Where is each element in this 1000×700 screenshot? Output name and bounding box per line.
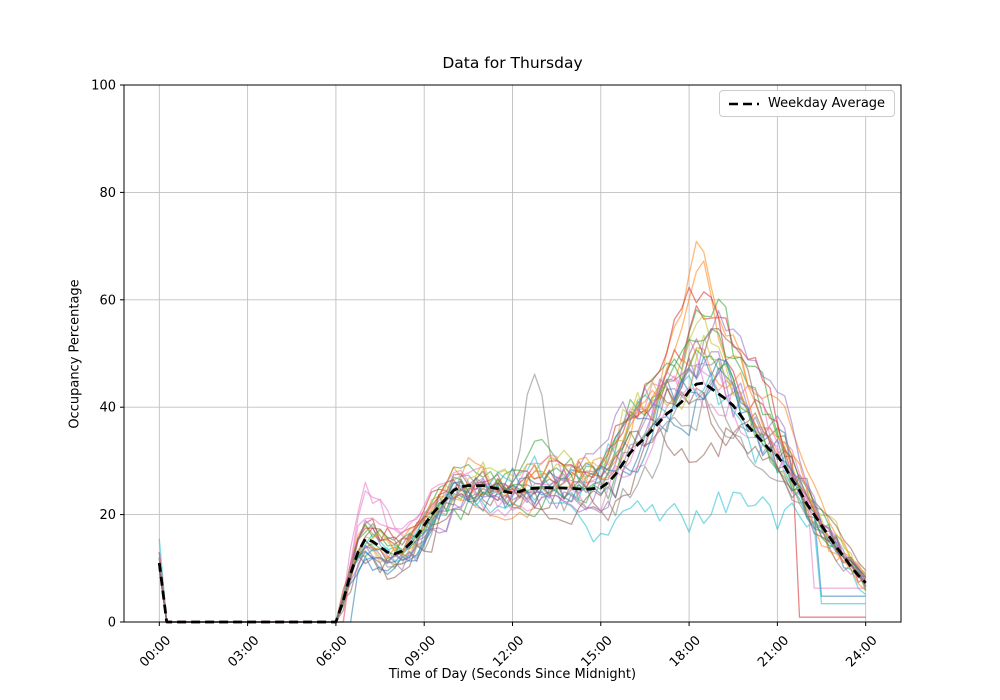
y-tick-label: 0 [108,616,116,631]
x-tick-label: 03:00 [225,633,262,670]
day-series-line [158,328,867,623]
day-series-line [158,483,867,623]
x-tick-label: 21:00 [755,633,792,670]
x-tick-label: 06:00 [314,633,351,670]
x-tick-label: 18:00 [667,633,704,670]
day-series-line [158,309,867,623]
x-tick-label: 00:00 [137,633,174,670]
y-tick-label: 100 [91,79,116,94]
x-tick-label: 15:00 [579,633,616,670]
day-series-line [158,371,867,623]
day-series-line [158,349,867,623]
day-series-line [158,260,867,623]
y-tick-label: 80 [99,186,116,201]
chart-title: Data for Thursday [442,54,583,72]
day-series-line [158,364,866,623]
x-axis-label: Time of Day (Seconds Since Midnight) [388,667,637,682]
y-tick-label: 20 [99,508,116,523]
day-series-line [158,338,867,623]
legend: Weekday Average [719,90,895,117]
y-tick-label: 60 [99,293,116,308]
weekday-average-line [157,381,867,624]
x-tick-label: 12:00 [490,633,527,670]
day-series-line [158,371,866,623]
y-tick-label: 40 [99,401,116,416]
day-series-line [158,387,867,623]
legend-label: Weekday Average [768,96,886,111]
x-tick-label: 24:00 [843,633,880,670]
x-tick-label: 09:00 [402,633,439,670]
legend-dashed-line-sample [729,102,759,105]
